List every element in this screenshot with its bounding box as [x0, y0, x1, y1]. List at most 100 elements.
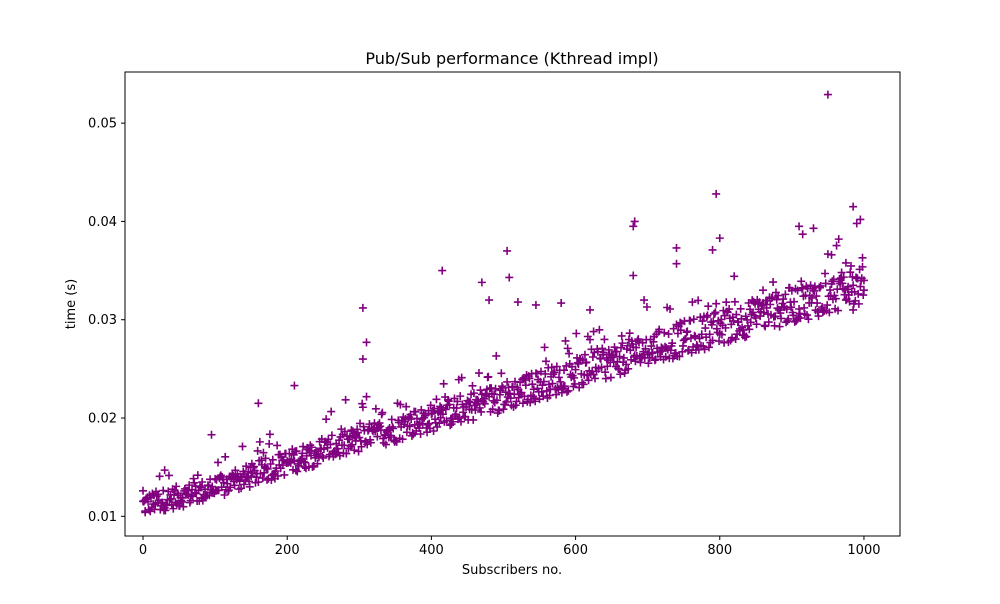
data-point: [614, 365, 623, 374]
data-point: [741, 312, 750, 321]
data-point: [319, 445, 328, 454]
data-point: [292, 447, 301, 456]
x-tick-label: 400: [419, 543, 444, 558]
data-point: [640, 296, 649, 305]
data-point: [484, 372, 493, 381]
data-point: [146, 507, 155, 516]
data-point: [631, 357, 640, 366]
data-point: [583, 371, 592, 380]
data-point: [435, 419, 444, 428]
data-point: [601, 374, 610, 383]
data-point: [617, 331, 626, 340]
data-point: [389, 424, 398, 433]
data-point: [619, 353, 628, 362]
data-point: [555, 373, 563, 382]
data-point: [255, 437, 264, 446]
data-point: [327, 407, 336, 416]
data-point: [266, 460, 275, 469]
data-point: [506, 394, 515, 403]
data-point: [290, 381, 299, 390]
data-point: [746, 318, 755, 327]
data-point: [211, 474, 220, 483]
data-point: [612, 347, 621, 356]
data-point: [651, 355, 660, 364]
data-point: [584, 376, 593, 385]
data-point: [793, 286, 802, 295]
data-point: [849, 281, 858, 290]
data-point: [589, 327, 598, 336]
y-tick-label: 0.04: [88, 215, 117, 230]
data-point: [456, 392, 465, 401]
data-point: [480, 399, 489, 408]
data-point: [562, 387, 571, 396]
data-point: [439, 379, 448, 388]
data-point: [503, 246, 512, 255]
data-point: [672, 243, 681, 252]
data-point: [766, 300, 775, 309]
data-point: [841, 296, 850, 305]
data-point: [704, 343, 713, 352]
data-point: [324, 435, 333, 444]
data-point: [717, 315, 726, 324]
data-point: [469, 389, 478, 398]
data-point: [661, 352, 670, 361]
data-point: [265, 430, 274, 439]
data-point: [342, 449, 351, 458]
data-point: [492, 351, 501, 360]
data-point: [821, 269, 830, 278]
data-point: [837, 268, 846, 277]
data-point: [280, 470, 289, 479]
data-point: [560, 366, 569, 375]
data-point: [468, 381, 477, 390]
data-point: [347, 426, 356, 435]
data-point: [268, 455, 277, 464]
data-point: [774, 291, 783, 300]
data-point: [396, 400, 405, 409]
data-point: [618, 339, 627, 348]
data-point: [384, 425, 393, 434]
data-point: [773, 304, 782, 313]
data-point: [557, 299, 566, 308]
data-point: [742, 332, 751, 341]
data-point: [681, 335, 690, 344]
data-point: [341, 395, 350, 404]
x-tick-label: 1000: [847, 543, 880, 558]
data-point: [816, 281, 825, 290]
data-point: [827, 250, 836, 259]
data-point: [664, 330, 673, 339]
data-point: [705, 330, 714, 339]
data-point: [813, 299, 822, 308]
data-point: [779, 295, 788, 304]
data-point: [572, 329, 581, 338]
data-point: [366, 438, 375, 447]
data-point: [348, 440, 357, 449]
data-point: [712, 189, 721, 198]
data-point: [796, 314, 805, 323]
data-point: [859, 276, 868, 285]
data-point: [666, 305, 675, 314]
data-point: [804, 315, 813, 324]
data-point: [586, 305, 594, 314]
data-point: [596, 354, 605, 363]
y-tick-label: 0.03: [88, 313, 117, 328]
data-point: [745, 325, 754, 334]
data-point: [445, 400, 454, 409]
data-point: [139, 486, 148, 495]
data-point: [265, 439, 274, 448]
x-tick-label: 200: [275, 543, 300, 558]
data-point: [542, 357, 551, 366]
data-point: [198, 478, 207, 487]
data-point: [586, 335, 594, 344]
data-point: [497, 369, 506, 378]
data-point: [365, 420, 374, 429]
data-point: [675, 352, 684, 361]
data-point: [624, 364, 633, 373]
data-point: [358, 355, 367, 364]
data-point: [769, 278, 778, 287]
x-axis: 0 200 400 600 800 1000: [139, 536, 881, 558]
data-point: [787, 303, 796, 312]
data-point: [363, 440, 372, 449]
data-point: [340, 427, 349, 436]
data-point: [644, 359, 653, 368]
